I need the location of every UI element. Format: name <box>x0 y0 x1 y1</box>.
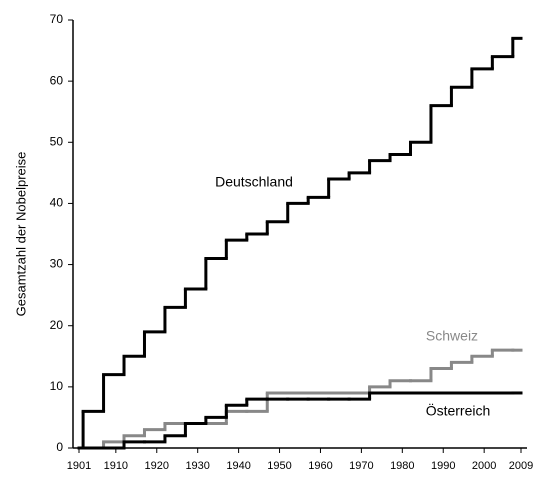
series-label: Schweiz <box>426 328 478 344</box>
y-tick-label: 40 <box>50 196 64 210</box>
series-label: Deutschland <box>215 174 293 190</box>
series-label: Österreich <box>426 402 491 419</box>
y-tick-label: 0 <box>56 440 63 454</box>
x-tick-label: 1920 <box>145 460 169 472</box>
x-tick-label: 1901 <box>67 460 91 472</box>
y-tick-label: 50 <box>50 134 64 148</box>
y-tick-label: 60 <box>50 73 64 87</box>
y-tick-label: 10 <box>50 379 64 393</box>
x-tick-label: 2000 <box>472 460 496 472</box>
x-tick-label: 1980 <box>390 460 414 472</box>
y-tick-label: 20 <box>50 318 64 332</box>
x-tick-label: 1910 <box>104 460 128 472</box>
y-tick-label: 70 <box>50 12 64 26</box>
y-axis-label: Gesamtzahl der Nobelpreise <box>13 152 28 317</box>
x-tick-label: 1990 <box>431 460 455 472</box>
x-tick-label: 2009 <box>509 460 533 472</box>
x-tick-label: 1970 <box>349 460 373 472</box>
y-tick-label: 30 <box>50 257 64 271</box>
x-tick-label: 1930 <box>185 460 209 472</box>
x-tick-label: 1950 <box>267 460 291 472</box>
x-tick-label: 1940 <box>226 460 250 472</box>
x-tick-label: 1960 <box>308 460 332 472</box>
